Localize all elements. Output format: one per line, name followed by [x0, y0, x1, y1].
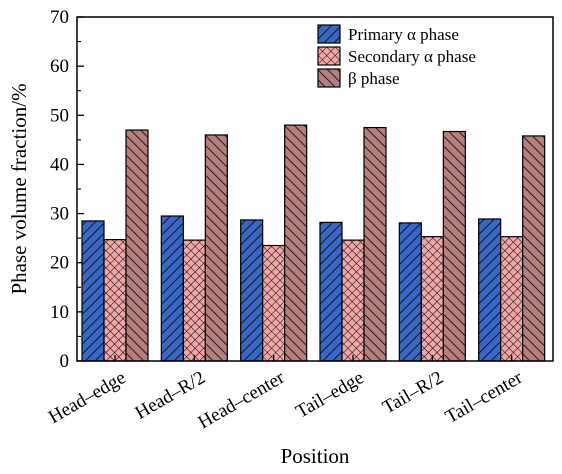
y-tick-label: 30: [50, 204, 69, 225]
x-tick-label: Head–center: [195, 367, 289, 434]
x-tick-label: Tail–R/2: [379, 367, 447, 418]
bar-secondary-alpha: [341, 239, 365, 362]
bar-primary-alpha: [319, 221, 343, 362]
x-tick-label: Head–edge: [45, 367, 130, 428]
bar-secondary-alpha: [420, 236, 444, 362]
bar-beta: [363, 126, 387, 362]
bar-primary-alpha: [240, 219, 264, 362]
bars: [81, 124, 546, 362]
y-axis: 0 10 20 30 40 50 60 70: [50, 7, 84, 372]
legend-swatch: [317, 24, 341, 44]
x-tick-label: Tail–center: [442, 367, 527, 428]
y-tick-label: 0: [60, 351, 70, 372]
bar-beta: [204, 134, 228, 362]
bar-beta: [442, 130, 466, 362]
legend-label: Primary α phase: [348, 25, 459, 44]
y-tick-label: 60: [50, 56, 69, 77]
y-tick-label: 20: [50, 253, 69, 274]
y-tick-label: 70: [50, 7, 69, 28]
bar-secondary-alpha: [262, 244, 286, 362]
y-axis-title: Phase volume fraction/%: [7, 83, 31, 294]
bar-secondary-alpha: [500, 236, 524, 362]
plot-frame: [76, 16, 554, 362]
x-axis-title: Position: [281, 444, 350, 468]
bar-beta: [125, 129, 149, 362]
bar-secondary-alpha: [182, 239, 206, 362]
legend-label: Secondary α phase: [348, 47, 476, 66]
bar-beta: [284, 124, 308, 362]
y-tick-label: 50: [50, 105, 69, 126]
bar-primary-alpha: [478, 218, 502, 362]
bar-primary-alpha: [398, 222, 422, 362]
legend: Primary α phase Secondary α phase β phase: [317, 24, 476, 88]
x-tick-label: Tail–edge: [292, 367, 367, 423]
bar-beta: [522, 135, 546, 362]
bar-primary-alpha: [160, 215, 184, 362]
y-tick-label: 40: [50, 154, 69, 175]
legend-swatch: [317, 68, 341, 88]
y-tick-label: 10: [50, 302, 69, 323]
legend-label: β phase: [348, 69, 400, 88]
bar-primary-alpha: [81, 220, 105, 362]
bar-secondary-alpha: [103, 239, 127, 362]
legend-swatch: [317, 46, 341, 66]
